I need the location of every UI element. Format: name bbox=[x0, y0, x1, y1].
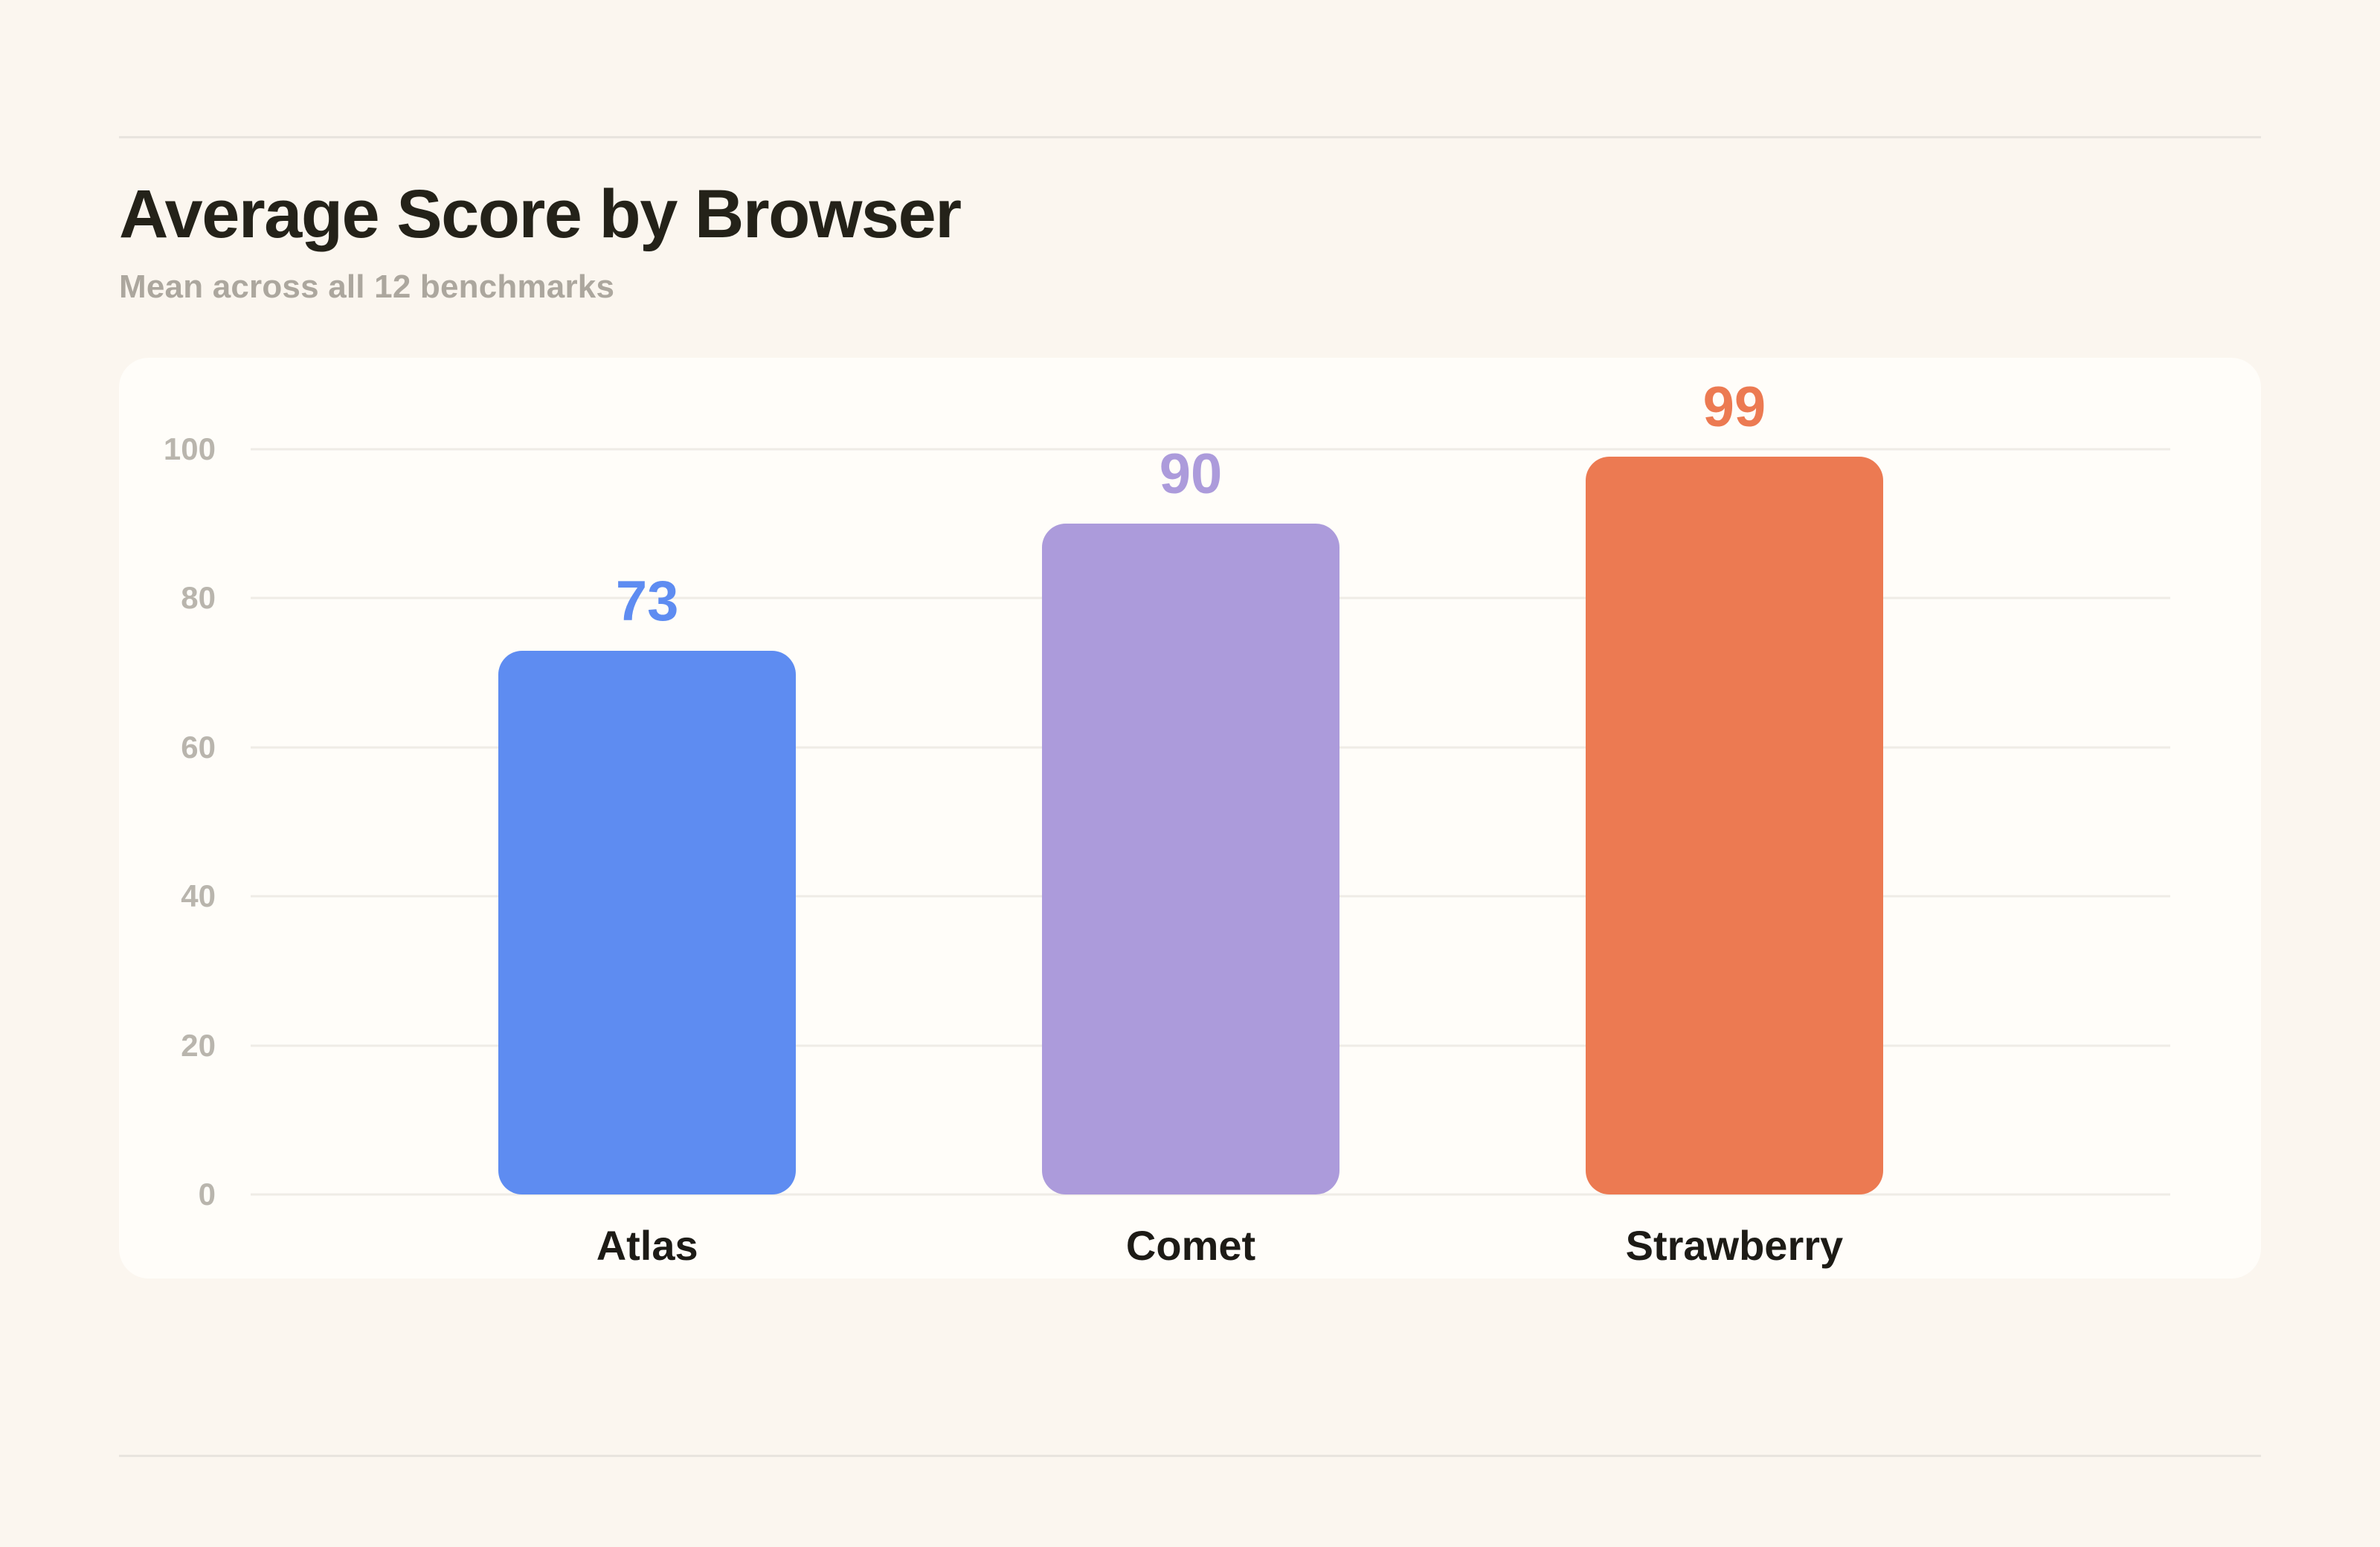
bar-slot-strawberry: 99 Strawberry bbox=[1462, 379, 2006, 1269]
top-divider bbox=[119, 136, 2261, 138]
gridline-y100 bbox=[251, 448, 2170, 451]
y-axis-tick-label: 60 bbox=[181, 729, 216, 765]
bar-slot-atlas: 73 Atlas bbox=[376, 449, 919, 1269]
y-axis-tick-label: 0 bbox=[198, 1177, 216, 1212]
gridline-y0 bbox=[251, 1193, 2170, 1196]
value-label-atlas: 73 bbox=[615, 569, 679, 633]
chart-subtitle: Mean across all 12 benchmarks bbox=[119, 268, 615, 305]
x-axis-label-strawberry: Strawberry bbox=[1625, 1222, 1844, 1269]
chart-panel: 0 20 40 60 80 100 73 Atlas 90 Comet 99 Strawberry bbox=[119, 358, 2261, 1279]
y-axis-tick-label: 80 bbox=[181, 580, 216, 616]
bar-slot-comet: 90 Comet bbox=[919, 443, 1463, 1269]
y-axis-tick-label: 40 bbox=[181, 878, 216, 914]
x-axis-label-comet: Comet bbox=[1125, 1222, 1256, 1269]
bar-comet bbox=[1042, 524, 1340, 1194]
plot-area: 0 20 40 60 80 100 73 Atlas 90 Comet 99 Strawberry bbox=[164, 379, 2170, 1269]
chart-title: Average Score by Browser bbox=[119, 176, 962, 252]
x-axis-label-atlas: Atlas bbox=[596, 1222, 698, 1269]
bar-strawberry bbox=[1585, 457, 1883, 1194]
bar-atlas bbox=[498, 650, 797, 1194]
y-axis-tick-label: 100 bbox=[163, 431, 216, 466]
value-label-comet: 90 bbox=[1159, 443, 1223, 506]
bar-slots: 73 Atlas 90 Comet 99 Strawberry bbox=[376, 379, 2007, 1269]
value-label-strawberry: 99 bbox=[1702, 376, 1766, 440]
y-axis-tick-label: 20 bbox=[181, 1027, 216, 1063]
bottom-divider bbox=[119, 1455, 2261, 1457]
